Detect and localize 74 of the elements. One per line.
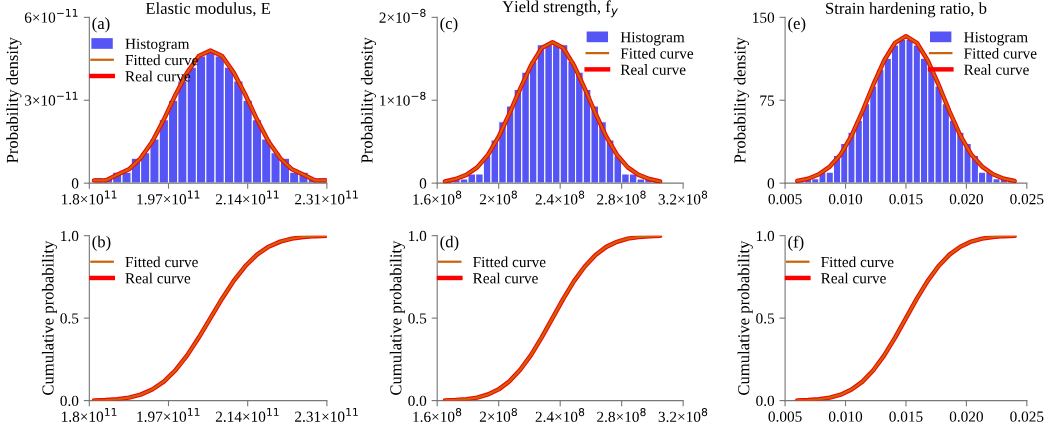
annotation: (d) bbox=[440, 235, 459, 251]
x-tick-label: 1.8×10$^{11}$ bbox=[62, 190, 117, 205]
x-tick-label: 0.010 bbox=[828, 194, 863, 205]
y-tick-label: 75 bbox=[760, 95, 775, 106]
chart-title: Elastic modulus, E bbox=[145, 2, 270, 17]
y-tick-label: 0.0 bbox=[408, 395, 427, 407]
y-tick-label: 1.0 bbox=[61, 230, 79, 242]
x-tick-label: 2.14×10$^{11}$ bbox=[215, 190, 279, 205]
x-tick-label: 1.97×10$^{11}$ bbox=[137, 190, 200, 205]
text: Fitted curve bbox=[473, 256, 546, 268]
y-tick-label: 1.0 bbox=[756, 230, 775, 242]
y-tick-label: 3×10$^{−11}$ bbox=[24, 91, 78, 106]
x-tick-label: 2.14×10$^{11}$ bbox=[215, 408, 279, 422]
x-tick-label: 1.97×10$^{11}$ bbox=[137, 408, 200, 422]
y-tick-label: 0 bbox=[71, 178, 79, 189]
x-tick-label: 2.31×10$^{11}$ bbox=[295, 190, 358, 205]
y-axis-title: Cumulative probability bbox=[737, 240, 753, 395]
x-tick-label: 2.31×10$^{11}$ bbox=[295, 408, 358, 422]
x-tick-label: 1.6×10$^{8}$ bbox=[413, 408, 462, 423]
x-tick-label: 2.4×10$^{8}$ bbox=[535, 190, 585, 205]
x-tick-label: 0.005 bbox=[768, 411, 802, 422]
chart-title: Strain hardening ratio, b bbox=[826, 2, 987, 18]
y-axis-title: Cumulative probability bbox=[41, 240, 58, 395]
x-tick-label: 0.020 bbox=[949, 411, 983, 422]
legend-label: Histogram bbox=[125, 38, 190, 53]
x-tick-label: 2.4×10$^{8}$ bbox=[535, 408, 585, 423]
x-tick-label: 2.8×10$^{8}$ bbox=[597, 408, 646, 423]
y-tick-label: 1.0 bbox=[409, 230, 427, 242]
legend-label: Histogram bbox=[964, 32, 1028, 46]
x-tick-label: 1.8×10$^{11}$ bbox=[62, 408, 117, 422]
legend-label: Real curve bbox=[125, 272, 191, 284]
legend-label: Real curve bbox=[964, 64, 1029, 75]
legend-label: Fitted curve bbox=[125, 256, 198, 268]
series-label: Real curve bbox=[473, 272, 538, 284]
x-tick-label: 2×10$^{8}$ bbox=[479, 407, 517, 422]
text: Real curve bbox=[821, 272, 886, 284]
x-tick-label: 0.015 bbox=[889, 411, 923, 422]
x-tick-label: 3.2×10$^{8}$ bbox=[658, 408, 708, 423]
y-tick-label: 1×10$^{−8}$ bbox=[380, 91, 426, 106]
x-tick-label: 0.005 bbox=[768, 194, 802, 205]
annotation: (a) bbox=[92, 17, 110, 33]
x-tick-label: 2×10$^{8}$ bbox=[479, 190, 517, 205]
y-tick-label: 0.5 bbox=[756, 313, 775, 324]
x-tick-label: 2.8×10$^{8}$ bbox=[597, 190, 646, 205]
y-tick-label: 2×10$^{−8}$ bbox=[379, 8, 426, 23]
x-tick-label: 0.025 bbox=[1010, 194, 1044, 205]
annotation: (f) bbox=[788, 235, 804, 251]
y-tick-label: 0.5 bbox=[408, 313, 427, 324]
y-axis-title: Probability density bbox=[733, 37, 749, 163]
y-tick-label: 0.0 bbox=[756, 395, 775, 407]
x-tick-label: 1.6×10$^{8}$ bbox=[413, 190, 462, 205]
x-tick-label: 0.025 bbox=[1010, 411, 1044, 422]
y-tick-label: 0.5 bbox=[60, 313, 79, 324]
text: Fitted curve bbox=[821, 256, 894, 268]
y-axis-title: Probability density bbox=[6, 37, 22, 163]
legend-label: Histogram bbox=[620, 32, 685, 46]
annotation: (b) bbox=[92, 235, 111, 251]
x-tick-label: 0.010 bbox=[828, 411, 863, 422]
y-axis-title: Cumulative probability bbox=[389, 240, 405, 395]
annotation: (c) bbox=[440, 17, 458, 33]
y-tick-label: 150 bbox=[753, 12, 775, 23]
y-tick-label: 6×10$^{−11}$ bbox=[24, 8, 78, 23]
annotation: (e) bbox=[788, 17, 806, 33]
chart-title: Yield strength, f$_{y}$ bbox=[502, 0, 618, 18]
y-axis-title: Probability density bbox=[360, 37, 377, 163]
y-tick-label: 0 bbox=[767, 178, 775, 189]
x-tick-label: 3.2×10$^{8}$ bbox=[658, 190, 708, 205]
y-tick-label: 0 bbox=[419, 178, 427, 189]
x-tick-label: 0.020 bbox=[949, 194, 983, 205]
legend-label: Fitted curve bbox=[620, 47, 694, 59]
legend-label: Fitted curve bbox=[964, 47, 1037, 59]
y-tick-label: 0.0 bbox=[60, 395, 79, 407]
x-tick-label: 0.015 bbox=[889, 194, 923, 205]
legend-label: Real curve bbox=[620, 64, 686, 75]
